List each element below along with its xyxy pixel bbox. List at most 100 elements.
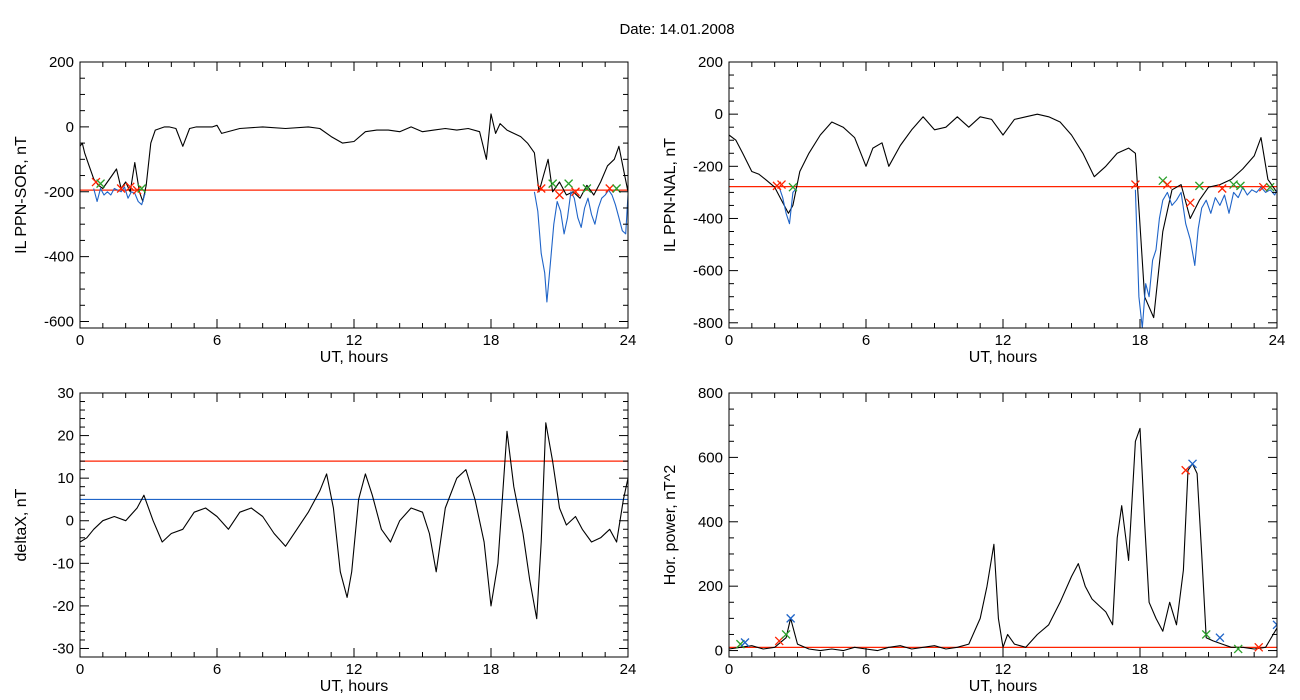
y-axis-label: Hor. power, nT^2 (662, 465, 679, 586)
x-tick-label: 12 (995, 661, 1012, 678)
event-marker-2 (777, 180, 786, 190)
event-marker-13 (605, 184, 615, 193)
x-tick-label: 12 (995, 332, 1012, 349)
event-marker-2 (740, 638, 750, 647)
x-axis-label: UT, hours (969, 349, 1037, 366)
x-tick-label: 6 (862, 661, 870, 678)
y-tick-label: 200 (49, 54, 74, 71)
y-tick-label: 10 (57, 470, 74, 487)
x-tick-label: 24 (1269, 661, 1286, 678)
series-line-1 (80, 422, 628, 620)
event-marker-12 (1272, 620, 1277, 630)
plot-area (729, 113, 1277, 328)
event-marker-8 (1194, 181, 1204, 191)
y-tick-label: -200 (44, 184, 74, 201)
y-tick-label: -10 (52, 555, 74, 572)
series-line-2 (778, 187, 797, 225)
x-tick-label: 18 (483, 661, 500, 678)
y-tick-label: 400 (698, 514, 723, 531)
chart-il-nal: 0 6 12 18 24 -800 -600 -400 -200 0 200 UT, hours IL … (662, 54, 1285, 366)
event-marker-10 (564, 179, 574, 189)
y-tick-label: -20 (52, 598, 74, 615)
event-marker-13 (1265, 182, 1275, 192)
event-marker-12 (1258, 182, 1268, 192)
event-marker-4 (125, 182, 135, 192)
x-tick-label: 24 (620, 661, 637, 678)
event-marker-10 (1233, 644, 1243, 654)
series-line-1 (729, 427, 1277, 652)
event-marker-11 (1254, 642, 1264, 652)
event-marker-8 (1201, 630, 1211, 639)
x-tick-label: 6 (213, 661, 221, 678)
chart-il-sor: 0 6 12 18 24 -600 -400 -200 0 200 UT, hours IL PPN-… (13, 54, 636, 366)
plot-area (729, 427, 1277, 654)
y-axis-label: IL PPN-SOR, nT (13, 136, 30, 254)
x-tick-label: 18 (1132, 661, 1149, 678)
event-marker-7 (1185, 198, 1195, 208)
x-tick-label: 24 (620, 332, 637, 349)
event-marker-3 (116, 184, 126, 193)
event-marker-11 (571, 187, 580, 197)
x-tick-label: 18 (483, 332, 500, 349)
y-axis-label: IL PPN-NAL, nT (662, 138, 679, 252)
y-tick-label: -600 (44, 314, 74, 331)
y-tick-label: 30 (57, 385, 74, 402)
event-marker-3 (788, 182, 798, 192)
event-marker-11 (1236, 181, 1245, 191)
series-line-1 (729, 113, 1277, 319)
event-marker-9 (1215, 633, 1225, 643)
event-marker-7 (536, 184, 546, 193)
y-tick-label: -400 (44, 249, 74, 266)
event-marker-7 (1188, 459, 1197, 469)
y-tick-label: 200 (698, 578, 723, 595)
y-tick-label: 200 (698, 54, 723, 71)
series-line-3 (1134, 186, 1277, 328)
x-axis-label: UT, hours (969, 678, 1037, 695)
y-tick-label: -30 (52, 640, 74, 657)
chart-hor-power: 0 6 12 18 24 0 200 400 600 800 UT, hours Hor. power… (662, 385, 1285, 695)
x-tick-label: 18 (1132, 332, 1149, 349)
event-marker-12 (582, 184, 592, 193)
event-marker-8 (548, 179, 558, 189)
x-tick-label: 6 (862, 332, 870, 349)
plot-area (80, 422, 628, 620)
y-tick-label: -200 (693, 158, 723, 175)
event-marker-6 (137, 184, 147, 193)
y-tick-label: 0 (66, 119, 74, 136)
event-marker-2 (96, 179, 106, 189)
y-tick-label: -600 (693, 263, 723, 280)
axis-ticks (79, 392, 629, 658)
event-marker-14 (612, 184, 622, 193)
x-tick-label: 0 (725, 332, 733, 349)
x-tick-label: 12 (346, 661, 363, 678)
x-tick-label: 0 (725, 661, 733, 678)
x-tick-label: 12 (346, 332, 363, 349)
event-marker-4 (1130, 180, 1140, 190)
y-tick-label: 800 (698, 385, 723, 402)
series-line-3 (533, 189, 628, 303)
event-marker-4 (781, 630, 791, 639)
x-axis-label: UT, hours (320, 349, 388, 366)
y-tick-label: -800 (693, 315, 723, 332)
event-marker-10 (1229, 180, 1239, 190)
x-tick-label: 6 (213, 332, 221, 349)
y-tick-label: -400 (693, 210, 723, 227)
axis-ticks (79, 61, 629, 328)
y-tick-label: 0 (66, 513, 74, 530)
x-tick-label: 24 (1269, 332, 1286, 349)
chart-delta-x: 0 6 12 18 24 -30 -20 -10 0 10 20 30 UT, hours deltaX,… (13, 385, 636, 695)
x-tick-label: 0 (76, 332, 84, 349)
y-tick-label: 20 (57, 428, 74, 445)
plot-area (80, 113, 628, 303)
event-marker-9 (555, 190, 564, 200)
axis-ticks (728, 61, 1278, 328)
event-marker-9 (1217, 184, 1227, 193)
x-tick-label: 0 (76, 661, 84, 678)
event-marker-6 (1162, 180, 1172, 190)
figure-title: Date: 14.01.2008 (619, 21, 734, 38)
x-axis-label: UT, hours (320, 678, 388, 695)
y-tick-label: 0 (715, 106, 723, 123)
